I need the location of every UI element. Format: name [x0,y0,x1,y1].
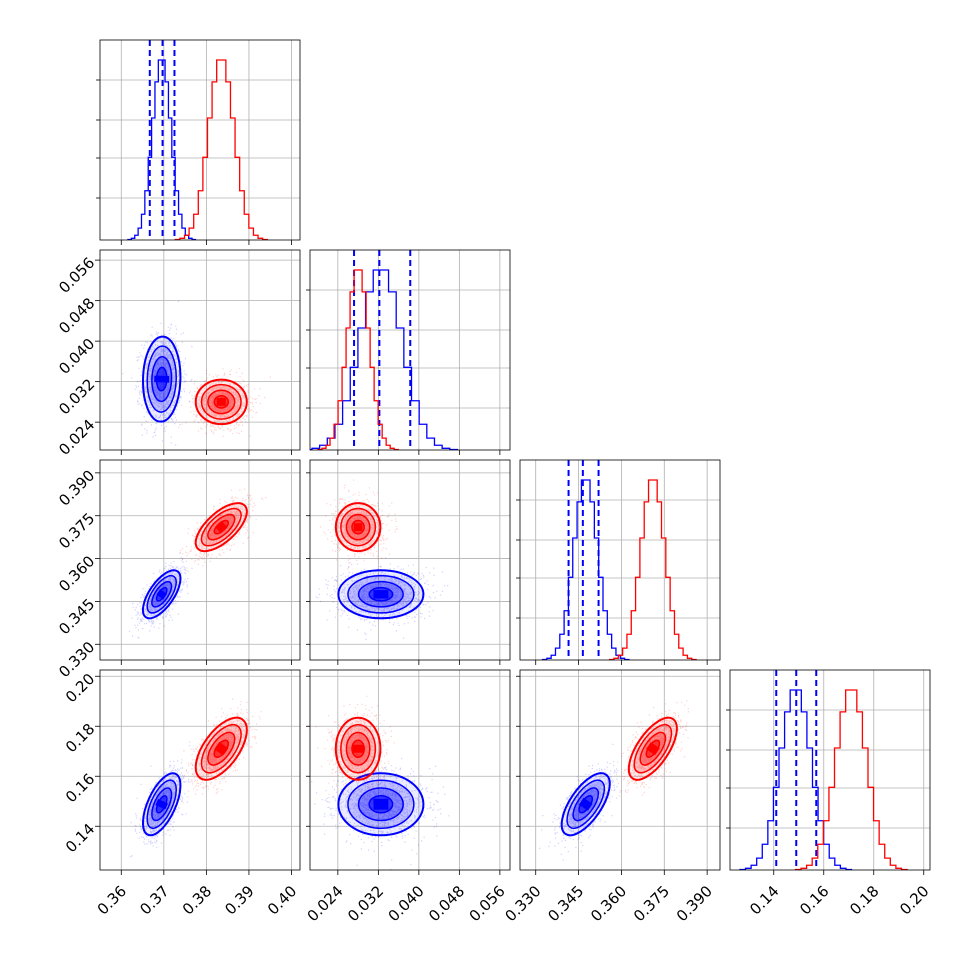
hist-series-1-param-1 [317,269,399,450]
panel-2-1 [306,459,511,665]
panel-3-2: 0.330 0.345 0.360 0.375 0.390 [501,669,721,925]
xtick-label-0-2: 0.38 [179,882,215,918]
density-series-1-1-0 [178,367,271,437]
density-peak-1-3-2 [646,742,660,756]
density-series-1-3-1 [315,695,395,801]
panel-1-1 [306,249,511,455]
xtick-label-1-4: 0.056 [466,882,509,925]
panel-frame-3-0 [99,669,301,871]
density-peak-0-3-1 [373,798,389,810]
xtick-label-1-3: 0.048 [425,882,468,925]
density-series-0-2-0 [128,552,193,639]
panel-frame-1-0 [99,249,301,451]
ytick-label-2-3: 0.375 [55,509,98,552]
density-series-0-1-0 [122,300,193,446]
panel-frame-3-3 [729,669,931,871]
density-series-0-3-0 [129,745,195,858]
density-series-0-3-2 [539,743,630,861]
xtick-label-0-1: 0.37 [136,882,172,918]
hist-series-1-param-0 [174,59,268,240]
density-series-1-3-2 [608,700,689,797]
density-peak-0-2-0 [156,589,168,600]
xtick-label-1-0: 0.024 [304,882,347,925]
xtick-label-1-2: 0.040 [385,882,428,925]
xtick-label-3-0: 0.14 [746,882,782,918]
ytick-label-1-1: 0.032 [55,375,98,418]
density-peak-1-1-0 [216,398,226,406]
panel-frame-2-0 [99,459,301,661]
hist-series-0-param-2 [541,479,630,660]
panel-0-0 [96,39,301,245]
ytick-label-2-2: 0.360 [55,552,98,595]
xtick-label-3-1: 0.16 [796,882,832,918]
ytick-label-2-0: 0.330 [55,638,98,681]
density-series-1-3-0 [179,698,262,804]
ytick-label-1-0: 0.024 [55,416,98,459]
panel-frame-0-0 [99,39,301,241]
density-peak-1-3-0 [214,741,229,756]
panel-frame-3-2 [519,669,721,871]
density-peak-1-3-1 [352,744,364,753]
xtick-label-2-3: 0.375 [630,882,673,925]
ytick-label-3-0: 0.14 [62,820,98,856]
panel-frame-2-1 [309,459,511,661]
density-series-1-2-1 [320,479,398,570]
ytick-label-1-4: 0.056 [55,254,98,297]
density-series-0-3-1 [311,755,450,870]
xtick-label-2-4: 0.390 [673,882,716,925]
panel-3-0: 0.140.160.180.200.36 0.37 0.38 0.39 0.40 [62,669,301,918]
density-peak-0-3-2 [578,797,593,811]
panel-3-3: 0.14 0.16 0.18 0.20 [726,669,933,918]
hist-series-0-param-1 [310,269,459,450]
density-peak-0-2-1 [373,590,389,599]
hist-series-1-param-3 [794,689,908,870]
xtick-label-0-3: 0.39 [221,882,257,918]
panel-frame-2-2 [519,459,721,661]
xtick-label-3-3: 0.20 [896,882,932,918]
ytick-label-1-3: 0.048 [55,294,98,337]
xtick-label-2-1: 0.345 [544,882,587,925]
density-peak-0-3-0 [155,799,168,810]
ytick-label-1-2: 0.040 [55,335,98,378]
panel-frame-1-1 [309,249,511,451]
density-series-0-2-1 [310,557,449,641]
xtick-label-2-2: 0.360 [587,882,630,925]
xtick-label-1-1: 0.032 [344,882,387,925]
ytick-label-3-2: 0.18 [62,720,98,756]
ytick-label-2-4: 0.390 [55,466,98,509]
ytick-label-2-1: 0.345 [55,595,98,638]
xtick-label-0-0: 0.36 [94,882,130,918]
density-peak-1-2-0 [215,521,228,534]
hist-series-1-param-2 [609,479,697,660]
xtick-label-2-0: 0.330 [501,882,544,925]
density-peak-1-2-1 [353,523,363,532]
ytick-label-3-1: 0.16 [62,770,98,806]
panel-2-2 [516,459,721,665]
xtick-label-3-2: 0.18 [846,882,882,918]
panel-frame-3-1 [309,669,511,871]
xtick-label-0-4: 0.40 [264,882,300,918]
density-series-1-2-0 [172,488,267,572]
density-peak-0-1-0 [154,375,170,383]
